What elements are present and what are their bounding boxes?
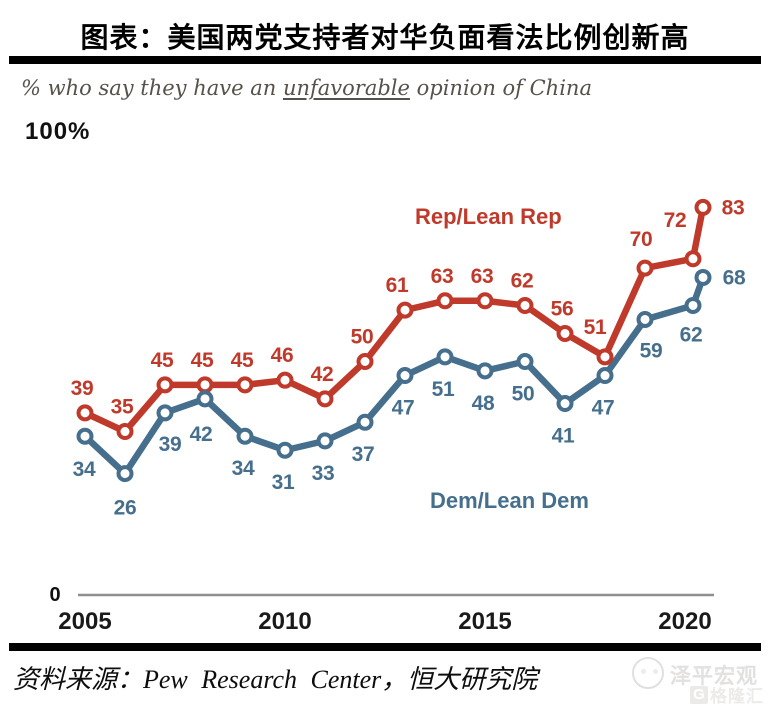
data-label-rep-2015: 63 (471, 265, 494, 288)
chart-subtitle: % who say they have an unfavorable opini… (21, 76, 592, 100)
data-label-dem-2012: 37 (352, 443, 375, 466)
x-tick-label-2010: 2010 (258, 608, 311, 635)
data-point-dem-2020.45 (694, 268, 712, 286)
data-label-rep-2014: 63 (431, 265, 454, 288)
data-point-dem-2019 (636, 310, 654, 328)
data-point-rep-2019 (636, 259, 654, 277)
data-label-rep-2013: 61 (386, 274, 409, 297)
y-axis-max-label: 100% (25, 118, 90, 145)
data-label-rep-2011: 42 (311, 363, 334, 386)
page-title: 图表：美国两党支持者对华负面看法比例创新高 (80, 23, 690, 54)
data-point-dem-2007 (156, 404, 174, 422)
watermark-brand: 泽平宏观 (670, 665, 758, 688)
data-point-rep-2006 (116, 423, 134, 441)
subtitle-suffix: opinion of China (409, 76, 592, 100)
y-axis-min-label: 0 (49, 584, 60, 606)
subtitle-prefix: % who say they have an (21, 76, 283, 100)
data-point-rep-2018 (596, 348, 614, 366)
data-label-rep-2007: 45 (151, 349, 174, 372)
data-point-dem-2006 (116, 465, 134, 483)
title-underline-bar (9, 56, 761, 64)
data-label-rep-2017: 56 (551, 297, 574, 320)
data-label-rep-2005: 39 (71, 377, 94, 400)
data-point-rep-2007 (156, 376, 174, 394)
zeping-macro-logo-icon (632, 657, 664, 689)
data-point-dem-2015 (476, 362, 494, 380)
subtitle-underlined-word: unfavorable (282, 76, 410, 100)
data-point-dem-2016 (516, 353, 534, 370)
data-point-dem-2009 (236, 427, 254, 445)
data-label-dem-2020.2: 62 (680, 323, 703, 346)
data-label-dem-2016: 50 (512, 383, 535, 406)
data-label-dem-2018: 47 (592, 397, 615, 420)
data-point-rep-2010 (276, 371, 294, 389)
data-label-dem-2011: 33 (312, 462, 335, 485)
data-point-dem-2014 (436, 348, 454, 366)
data-label-dem-2009: 34 (232, 457, 255, 480)
data-point-dem-2012 (356, 413, 374, 431)
legend-label-rep: Rep/Lean Rep (415, 204, 562, 229)
data-point-rep-2009 (236, 376, 254, 394)
data-point-dem-2020.2 (684, 296, 702, 314)
data-label-rep-2019: 70 (630, 228, 653, 251)
data-point-rep-2020.2 (684, 250, 702, 268)
data-label-dem-2015: 48 (472, 392, 495, 415)
data-label-rep-2018: 51 (584, 316, 607, 339)
data-label-rep-2010: 46 (271, 344, 294, 367)
data-point-rep-2014 (436, 292, 454, 310)
data-label-rep-2008: 45 (191, 349, 214, 372)
data-label-dem-2006: 26 (114, 497, 137, 520)
data-point-dem-2011 (316, 432, 334, 450)
data-label-dem-2010: 31 (272, 471, 295, 494)
data-label-dem-2008: 42 (190, 423, 213, 446)
data-label-dem-2017: 41 (552, 425, 575, 448)
data-point-rep-2017 (556, 324, 574, 342)
data-label-dem-2014: 51 (432, 378, 455, 401)
data-label-rep-2012: 50 (351, 326, 374, 349)
data-point-rep-2020.45 (694, 198, 712, 216)
data-label-dem-2005: 34 (73, 458, 96, 481)
data-label-dem-2013: 47 (392, 397, 415, 420)
x-tick-label-2015: 2015 (458, 608, 511, 635)
data-point-rep-2015 (476, 292, 494, 310)
data-label-rep-2020.2: 72 (664, 209, 687, 232)
data-point-rep-2013 (396, 301, 414, 319)
watermark-logo2: 格隆汇 (710, 687, 764, 706)
x-tick-label-2020: 2020 (658, 608, 711, 635)
data-point-dem-2008 (196, 390, 214, 408)
data-point-dem-2005 (76, 427, 94, 445)
data-label-dem-2019: 59 (640, 339, 663, 362)
data-point-dem-2018 (596, 367, 614, 385)
data-point-rep-2008 (196, 376, 214, 394)
data-point-rep-2016 (516, 296, 534, 314)
data-label-dem-2007: 39 (159, 433, 182, 456)
data-point-rep-2011 (316, 390, 334, 408)
data-point-rep-2005 (76, 404, 94, 422)
data-point-dem-2010 (276, 441, 294, 459)
data-label-rep-2020.45: 83 (722, 196, 745, 219)
data-label-rep-2016: 62 (511, 269, 534, 292)
source-note: 资料来源：Pew Research Center，恒大研究院 (13, 665, 538, 694)
x-tick-label-2005: 2005 (58, 608, 111, 635)
data-point-rep-2012 (356, 353, 374, 370)
watermark: 泽平宏观 G 格隆汇 (630, 654, 770, 708)
gelonghui-logo-icon: G (690, 685, 708, 704)
data-label-rep-2006: 35 (111, 396, 134, 419)
data-label-dem-2020.45: 68 (723, 266, 746, 289)
footer-divider-bar (9, 643, 761, 651)
legend-label-dem: Dem/Lean Dem (430, 488, 589, 513)
data-point-dem-2017 (556, 395, 574, 413)
data-label-rep-2009: 45 (231, 349, 254, 372)
watermark-row2: G 格隆汇 (690, 682, 764, 707)
data-point-dem-2013 (396, 367, 414, 385)
